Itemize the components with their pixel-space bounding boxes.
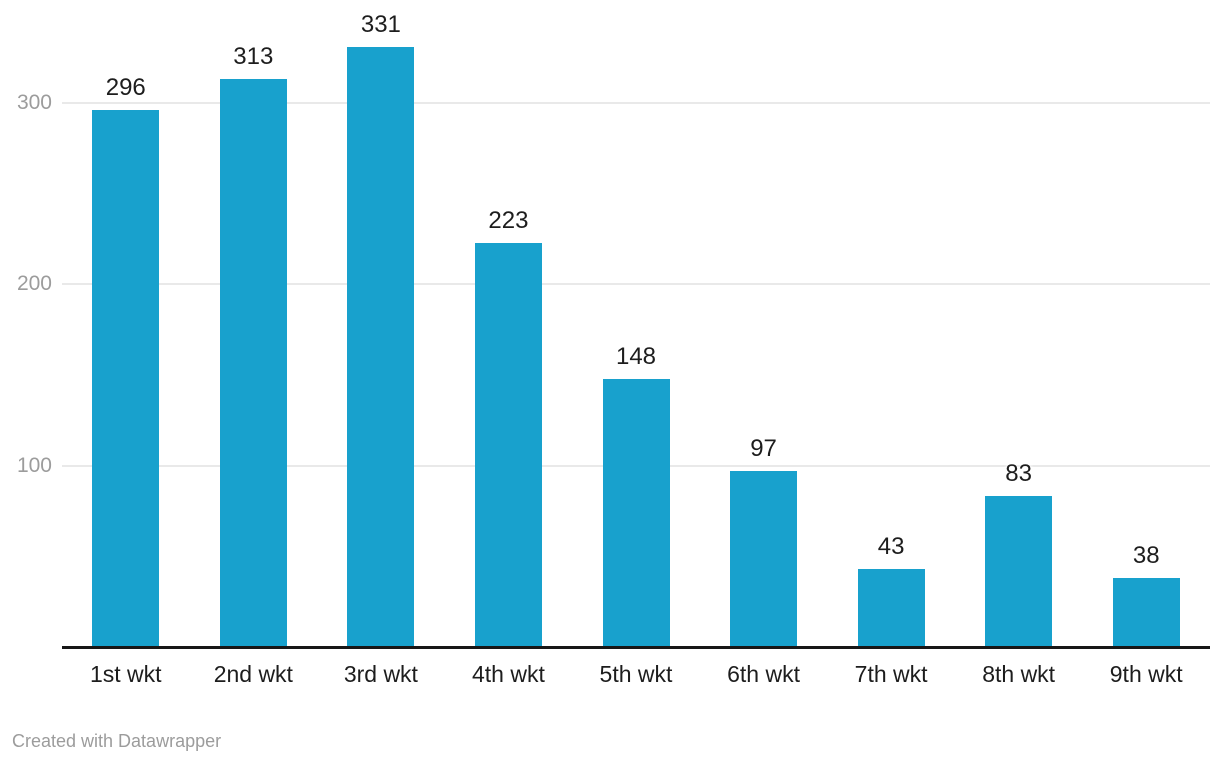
x-axis-label: 4th wkt xyxy=(471,661,545,687)
x-axis-line xyxy=(62,646,1210,649)
bar-1st-wkt xyxy=(92,110,160,647)
bar-3rd-wkt xyxy=(347,46,415,647)
x-axis-label: 8th wkt xyxy=(982,661,1056,687)
x-axis-label: 2nd wkt xyxy=(213,661,293,687)
bar-2nd-wkt xyxy=(219,79,287,647)
bar-value-label: 296 xyxy=(105,74,146,102)
datawrapper-credit: Created with Datawrapper xyxy=(12,731,222,751)
bar-value-label: 38 xyxy=(1132,542,1160,570)
bar-5th-wkt xyxy=(602,378,670,647)
bar-value-label: 97 xyxy=(750,435,777,463)
x-axis-label: 3rd wkt xyxy=(343,661,418,687)
y-tick-label: 100 xyxy=(16,453,52,477)
bar-4th-wkt xyxy=(474,242,542,647)
bar-7th-wkt xyxy=(857,569,925,647)
x-axis-label: 7th wkt xyxy=(854,661,928,687)
y-tick-label: 300 xyxy=(16,91,52,114)
bar-8th-wkt xyxy=(985,496,1053,647)
x-axis-label: 5th wkt xyxy=(599,661,673,687)
y-tick-label: 200 xyxy=(16,272,52,296)
x-axis-label: 1st wkt xyxy=(89,661,162,687)
bar-value-label: 223 xyxy=(488,206,529,234)
bar-9th-wkt xyxy=(1112,578,1180,647)
bar-value-label: 43 xyxy=(877,533,905,561)
bar-value-label: 331 xyxy=(360,10,401,38)
bar-6th-wkt xyxy=(730,471,798,647)
x-axis-label: 6th wkt xyxy=(727,661,800,687)
bar-value-label: 83 xyxy=(1005,460,1032,488)
gridline xyxy=(62,102,1210,104)
bar-value-label: 148 xyxy=(615,342,657,370)
gridline xyxy=(62,283,1210,286)
bar-value-label: 313 xyxy=(233,43,274,71)
x-axis-label: 9th wkt xyxy=(1109,661,1183,687)
